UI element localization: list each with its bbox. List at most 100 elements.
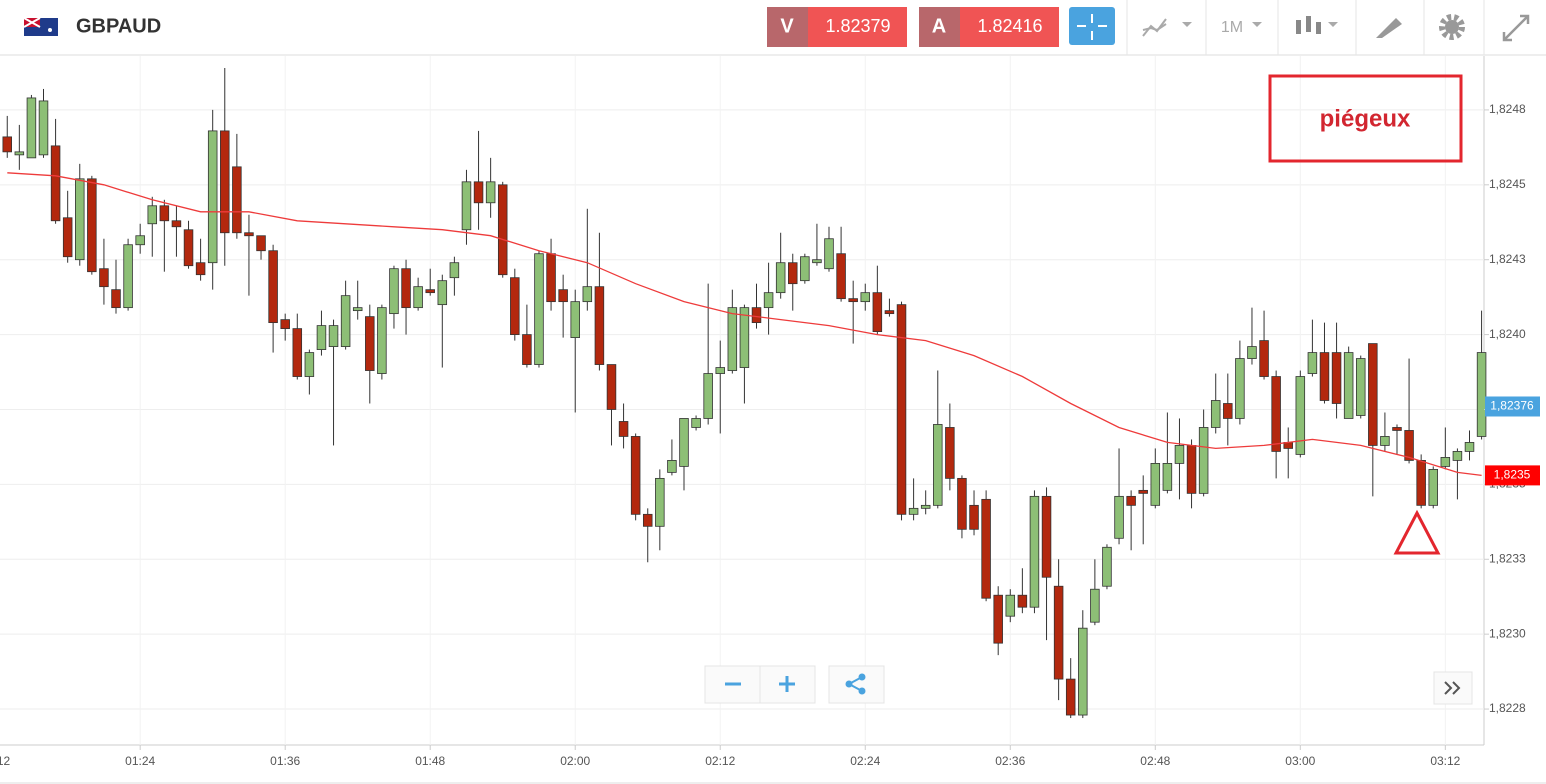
axis-labels: 1,82481,82451,82431,82401,82381,82351,82…	[0, 102, 1540, 768]
candle-body	[763, 292, 774, 309]
sell-price[interactable]: 1.82379	[825, 16, 890, 36]
zoom-in-button[interactable]	[759, 665, 816, 704]
candle-body	[1416, 460, 1426, 506]
toolbar-separators	[1126, 0, 1485, 55]
candle-body	[1428, 468, 1438, 506]
y-tick-label: 1,8233	[1489, 551, 1526, 565]
buy-label-box[interactable]	[919, 7, 960, 47]
candle-body	[642, 513, 653, 527]
y-tick-label: 1,8243	[1489, 252, 1526, 266]
fullscreen-button[interactable]	[1502, 14, 1530, 42]
candle-body	[522, 334, 532, 365]
candle-body	[365, 316, 375, 371]
buy-label[interactable]: A	[932, 15, 946, 37]
candle-body	[1150, 463, 1161, 506]
candle-body	[135, 235, 145, 246]
candle-body	[377, 307, 387, 374]
candle-body	[896, 304, 907, 515]
candle-body	[582, 286, 593, 303]
x-tick-label: 02:12	[705, 754, 735, 768]
candle-body	[497, 184, 508, 276]
annotation-box	[1268, 74, 1463, 163]
annotation: piégeux	[1320, 105, 1411, 132]
candle-body	[933, 424, 943, 506]
scroll-end-button[interactable]	[1433, 671, 1473, 705]
settings-button[interactable]	[1439, 14, 1465, 40]
candle-body	[1271, 376, 1281, 452]
candle-body	[14, 151, 25, 156]
candle-body	[1392, 427, 1402, 431]
x-tick-label: 01:36	[270, 754, 300, 768]
candle-body	[99, 268, 109, 288]
candle-body	[751, 307, 762, 324]
candle-body	[920, 504, 931, 509]
crosshair-button[interactable]	[1069, 7, 1115, 45]
sell-label[interactable]: V	[780, 15, 794, 37]
chart-type-button[interactable]	[1296, 16, 1338, 34]
candle-body	[836, 253, 846, 300]
candle-body	[1331, 352, 1342, 404]
candle-body	[1235, 358, 1245, 419]
candle-body	[437, 280, 448, 306]
x-tick-label: 03:00	[1285, 754, 1315, 768]
candle-body	[812, 259, 822, 264]
candle-body	[667, 460, 677, 473]
candle-body	[848, 298, 858, 303]
candle-body	[546, 253, 556, 303]
candle-body	[1380, 436, 1390, 446]
candle-body	[655, 477, 665, 527]
candle-body	[1041, 495, 1052, 578]
candle-body	[1162, 463, 1173, 491]
candle-body	[1090, 588, 1100, 623]
candle-body	[292, 328, 303, 377]
candle-body	[1295, 376, 1306, 455]
candle-body	[389, 268, 399, 315]
candle-body	[727, 307, 738, 371]
candle-body	[1102, 546, 1112, 587]
candle-body	[1029, 495, 1040, 608]
x-tick-label: 02:48	[1140, 754, 1170, 768]
candle-body	[594, 286, 605, 365]
sell-label-box[interactable]	[767, 7, 808, 47]
candle-body	[1247, 346, 1257, 359]
share-button[interactable]	[828, 665, 885, 704]
candle-body	[159, 205, 170, 222]
timeframe[interactable]: 1M	[1221, 19, 1243, 36]
buy-price-box[interactable]	[960, 7, 1059, 47]
candle-body	[1005, 594, 1016, 617]
price-label-box	[1485, 465, 1540, 486]
candle-body	[1065, 678, 1076, 716]
timeframe-caret[interactable]	[1252, 22, 1262, 27]
candle-body	[981, 498, 991, 599]
candle-body	[195, 262, 206, 276]
buy-price[interactable]: 1.82416	[977, 16, 1042, 36]
y-tick-label: 1,8228	[1489, 701, 1526, 715]
candle-body	[739, 307, 750, 368]
candle-body	[908, 507, 919, 515]
candle-body	[872, 292, 883, 333]
candle-body	[123, 244, 133, 309]
x-tick-label: 01:24	[125, 754, 155, 768]
candle-body	[171, 220, 182, 228]
y-tick-label: 1,8230	[1489, 626, 1526, 640]
candle-body	[1174, 445, 1185, 464]
candle-body	[1476, 352, 1487, 437]
candle-body	[461, 181, 472, 231]
candle-body	[1053, 585, 1064, 680]
candle-body	[244, 232, 254, 237]
settings-core[interactable]	[1445, 20, 1459, 34]
candle-body	[969, 504, 979, 530]
candle-body	[340, 295, 351, 347]
draw-button[interactable]	[1376, 18, 1402, 38]
indicator-button[interactable]	[1142, 18, 1192, 37]
price-label-box	[1485, 396, 1540, 417]
candle-body	[268, 250, 278, 324]
zoom-out-button[interactable]	[704, 665, 761, 704]
candle-body	[280, 319, 290, 330]
sell-price-box[interactable]	[808, 7, 907, 47]
candle-body	[1368, 343, 1378, 446]
x-tick-label: 03:12	[1430, 754, 1460, 768]
candle-body	[485, 181, 496, 204]
candle-body	[1259, 340, 1269, 377]
